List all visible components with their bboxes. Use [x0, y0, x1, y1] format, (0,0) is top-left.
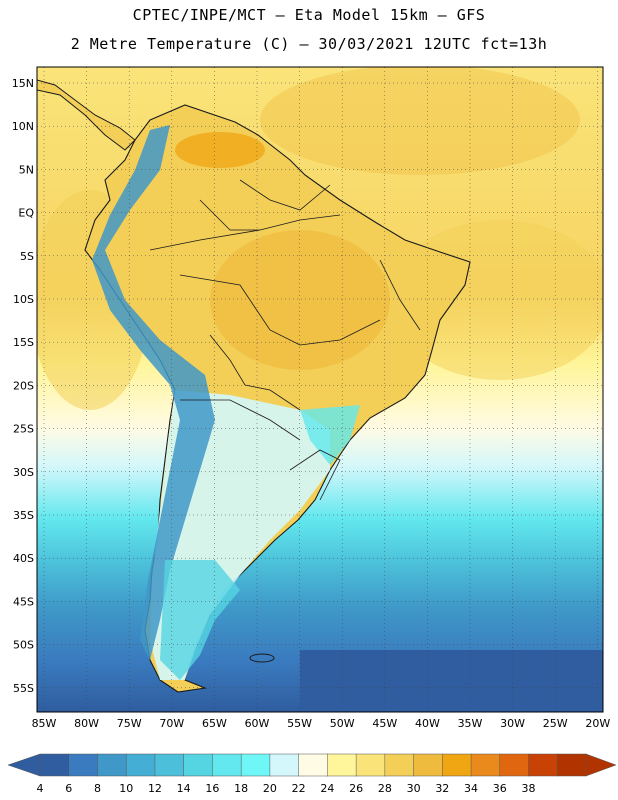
latitude-label: EQ [18, 207, 34, 220]
colorbar-swatch [125, 753, 156, 777]
latitude-label: 55S [13, 682, 34, 695]
latitude-label: 40S [13, 552, 34, 565]
colorbar-label: 24 [320, 782, 335, 795]
latitude-label: 20S [13, 379, 34, 392]
colorbar-swatch [557, 753, 587, 777]
colorbar-swatch [327, 753, 357, 777]
colorbar-label: 28 [377, 782, 392, 795]
colorbar-swatch [97, 753, 127, 777]
longitude-label: 40W [415, 717, 440, 730]
colorbar-swatch [528, 753, 558, 777]
colorbar-label: 14 [176, 782, 191, 795]
patagonia-cool [160, 560, 240, 680]
map-frame [36, 66, 604, 713]
colorbar-label: 18 [234, 782, 249, 795]
latitude-label: 30S [13, 466, 34, 479]
longitude-label: 60W [245, 717, 270, 730]
colorbar-label: 36 [492, 782, 507, 795]
andes-cold-spine [92, 125, 215, 660]
longitude-label: 35W [458, 717, 483, 730]
colorbar-label: 34 [464, 782, 479, 795]
venezuela-hot-area [175, 132, 265, 168]
map-title-line1: CPTEC/INPE/MCT – Eta Model 15km – GFS [132, 6, 486, 24]
colorbar-swatch [298, 753, 329, 777]
amazon-hot-area [210, 230, 390, 370]
colorbar-label: 4 [36, 782, 44, 795]
colorbar-label: 30 [406, 782, 421, 795]
central-america-land [37, 79, 136, 151]
longitude-label: 30W [500, 717, 525, 730]
colorbar-swatch [39, 753, 70, 777]
latitude-label: 10S [13, 293, 34, 306]
colorbar-swatch [470, 753, 501, 777]
longitude-label: 50W [330, 717, 355, 730]
colorbar-label: 38 [521, 782, 536, 795]
colorbar-swatch [413, 753, 443, 777]
longitude-label: 85W [32, 717, 57, 730]
map-title-line2: 2 Metre Temperature (C) – 30/03/2021 12U… [70, 35, 548, 53]
colorbar-swatch [240, 753, 271, 777]
colorbar-label: 12 [147, 782, 162, 795]
colorbar-label: 26 [349, 782, 364, 795]
longitude-label: 55W [287, 717, 312, 730]
longitude-label: 25W [543, 717, 568, 730]
colorbar-label: 32 [435, 782, 450, 795]
longitude-label: 20W [585, 717, 610, 730]
colorbar-swatch [183, 753, 214, 777]
longitude-label: 70W [159, 717, 184, 730]
longitude-labels: 85W 80W 75W 70W 65W 60W 55W 50W 45W 40W 35W 30W 25W 2… [32, 717, 611, 730]
longitude-label: 65W [202, 717, 227, 730]
colorbar-swatch [68, 753, 99, 777]
southeast-brazil-cool [300, 405, 360, 465]
latitude-label: 15N [12, 77, 34, 90]
latitude-label: 15S [13, 336, 34, 349]
colorbar-arrow-right [585, 753, 617, 777]
colorbar-arrow-left [7, 753, 41, 777]
colorbar-label: 20 [262, 782, 277, 795]
colorbar-swatch [499, 753, 530, 777]
latitude-label: 35S [13, 509, 34, 522]
colorbar-label: 16 [205, 782, 220, 795]
longitude-label: 45W [372, 717, 397, 730]
colorbar-swatch [269, 753, 300, 777]
southern-cold-band [300, 650, 603, 712]
latitude-label: 45S [13, 595, 34, 608]
longitude-label: 75W [117, 717, 142, 730]
caribbean-warm-patch [260, 67, 580, 175]
colorbar [7, 753, 617, 777]
latitude-label: 50S [13, 639, 34, 652]
latitude-label: 25S [13, 423, 34, 436]
colorbar-label: 22 [291, 782, 306, 795]
colorbar-label: 8 [93, 782, 101, 795]
falklands [249, 653, 275, 663]
longitude-label: 80W [74, 717, 99, 730]
colorbar-swatch [442, 753, 472, 777]
latitude-labels: 15N 10N 5N EQ 5S 10S 15S 20S 25S 30S 35S 40S 45S 50S 5… [12, 77, 35, 695]
colorbar-swatch [212, 753, 242, 777]
colorbar-swatch [355, 753, 386, 777]
latitude-label: 5N [19, 163, 34, 176]
country-borders [149, 179, 421, 501]
colorbar-label: 6 [65, 782, 73, 795]
colorbar-swatch [384, 753, 415, 777]
colorbar-label: 10 [119, 782, 134, 795]
latitude-label: 10N [12, 120, 34, 133]
colorbar-swatch [154, 753, 185, 777]
latitude-label: 5S [20, 250, 34, 263]
